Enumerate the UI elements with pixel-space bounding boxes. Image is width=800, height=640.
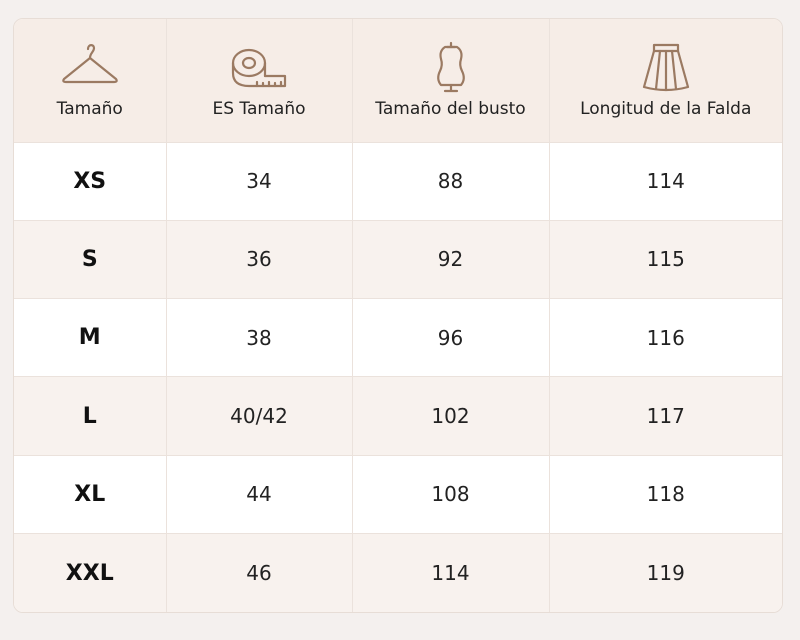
table-row: XL 44 108 118	[14, 455, 782, 535]
es-size-cell: 36	[166, 220, 353, 300]
size-cell: L	[14, 376, 167, 456]
table-row: XS 34 88 114	[14, 142, 782, 221]
header-label: Longitud de la Falda	[580, 99, 752, 119]
skirt-length-cell: 115	[549, 220, 782, 300]
header-es-size: ES Tamaño	[166, 19, 353, 143]
size-cell: XXL	[14, 533, 167, 612]
table-row: XXL 46 114 119	[14, 533, 782, 612]
header-label: Tamaño	[56, 99, 123, 119]
dress-form-icon	[436, 41, 465, 93]
hanger-icon	[61, 44, 118, 84]
measuring-tape-icon	[231, 48, 287, 88]
bust-cell: 92	[352, 220, 550, 300]
skirt-length-cell: 117	[549, 376, 782, 456]
es-size-cell: 46	[166, 533, 353, 612]
header-skirt-length: Longitud de la Falda	[549, 19, 782, 143]
skirt-icon	[642, 43, 689, 92]
size-cell: S	[14, 220, 167, 300]
bust-cell: 88	[352, 142, 550, 221]
es-size-cell: 34	[166, 142, 353, 221]
bust-cell: 114	[352, 533, 550, 612]
es-size-cell: 44	[166, 455, 353, 535]
skirt-length-cell: 118	[549, 455, 782, 535]
size-cell: M	[14, 298, 167, 378]
table-row: S 36 92 115	[14, 220, 782, 300]
table-row: M 38 96 116	[14, 298, 782, 378]
bust-cell: 102	[352, 376, 550, 456]
table-row: L 40/42 102 117	[14, 376, 782, 456]
size-chart-table: Tamaño ES Tamaño	[14, 19, 782, 612]
size-cell: XL	[14, 455, 167, 535]
header-bust: Tamaño del busto	[352, 19, 550, 143]
bust-cell: 96	[352, 298, 550, 378]
skirt-length-cell: 116	[549, 298, 782, 378]
table-header-row: Tamaño ES Tamaño	[14, 19, 782, 143]
bust-cell: 108	[352, 455, 550, 535]
header-label: ES Tamaño	[212, 99, 306, 119]
skirt-length-cell: 119	[549, 533, 782, 612]
header-size: Tamaño	[14, 19, 167, 143]
header-label: Tamaño del busto	[375, 99, 526, 119]
size-chart-card: Tamaño ES Tamaño	[13, 18, 783, 613]
skirt-length-cell: 114	[549, 142, 782, 221]
size-cell: XS	[14, 142, 167, 221]
es-size-cell: 38	[166, 298, 353, 378]
es-size-cell: 40/42	[166, 376, 353, 456]
